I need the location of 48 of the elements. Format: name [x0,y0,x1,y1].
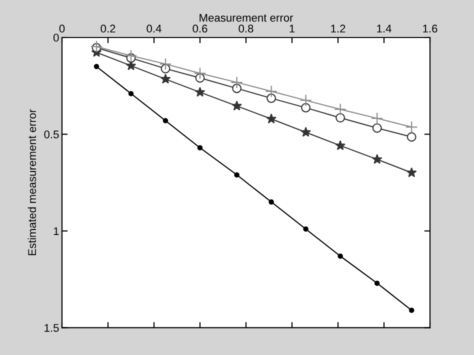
x-tick-label: 1.6 [423,24,438,33]
point [234,172,240,178]
point [405,120,418,134]
point [232,100,242,110]
point [300,126,311,137]
point [160,74,171,84]
y-tick-label: 0 [53,34,59,42]
point [266,94,276,103]
y-tick-label: 1 [54,227,59,235]
point [303,226,308,232]
y-tick-label: 1.5 [44,324,59,332]
point [94,64,100,70]
point [335,140,346,150]
x-tick-label: 0.4 [146,24,162,33]
point [128,90,134,96]
point [124,50,138,62]
point [300,94,312,106]
x-axis-title: Measurement error [200,14,294,22]
point [90,40,103,53]
point [265,85,278,98]
point [370,112,384,124]
x-tick-label: 1.2 [331,24,346,32]
point [338,253,343,259]
point [334,103,346,116]
x-tick-label: 1.4 [377,24,392,32]
point [159,58,172,70]
point [266,114,276,124]
point [408,308,414,313]
point [372,123,382,133]
point [406,132,416,142]
x-tick-label: 0 [59,24,65,33]
x-tick-label: 1 [290,24,295,32]
point [162,118,168,124]
point [336,113,346,123]
point [194,86,206,97]
point [230,76,243,88]
point [374,280,380,286]
point [372,154,382,164]
x-tick-label: 0.6 [192,24,208,33]
point [301,103,311,112]
y-axis-title: Estimated measurement error [28,109,36,256]
x-tick-label: 0.8 [238,24,254,33]
point [194,67,206,80]
y-tick-label: 0.5 [44,130,59,138]
x-tick-label: 0.2 [100,24,116,33]
point [406,167,417,178]
point [197,145,203,150]
point [268,199,274,205]
